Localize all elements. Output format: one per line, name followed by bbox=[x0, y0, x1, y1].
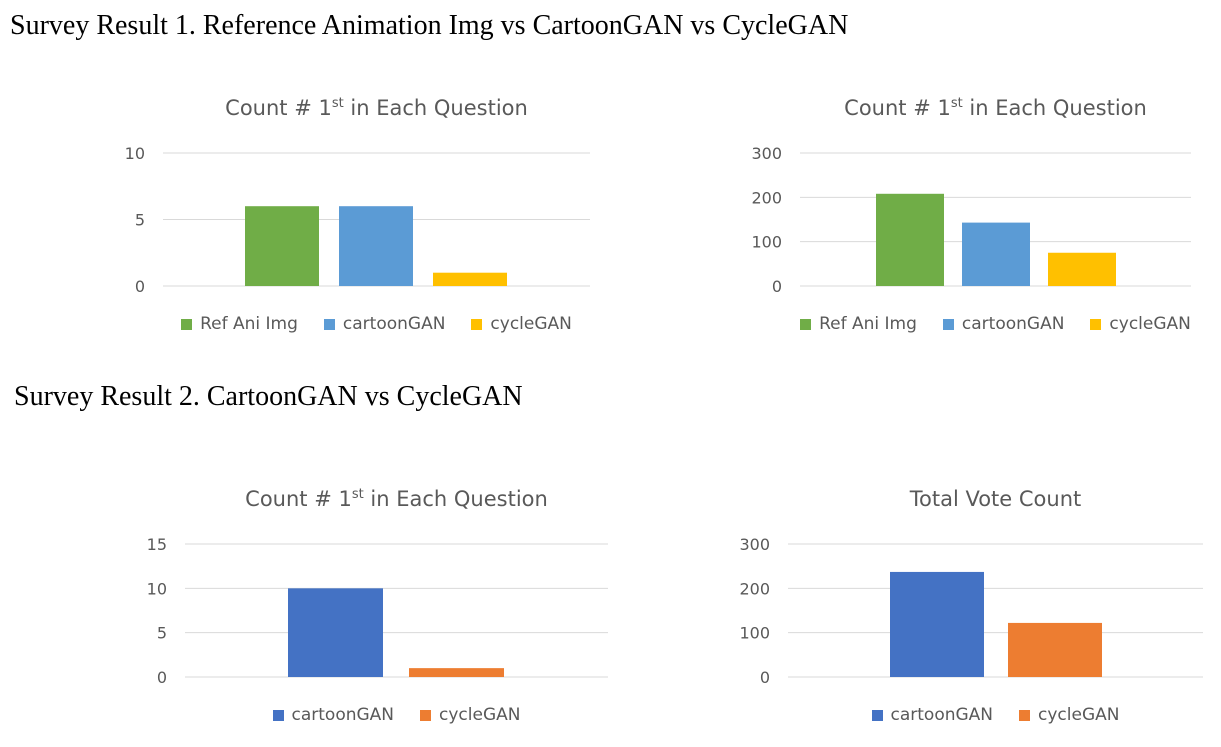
chart-title-rest: in Each Question bbox=[343, 96, 528, 120]
chart-plot: 0 5 10 bbox=[125, 144, 590, 296]
bar-cyclegan bbox=[1048, 252, 1116, 286]
y-tick-label: 5 bbox=[157, 624, 167, 643]
chart-4-total-vote: Total Vote Count 0 100 200 300 cartoonGAN cycl… bbox=[715, 487, 1221, 747]
legend-item: cartoonGAN bbox=[871, 705, 994, 725]
chart-title-main: Count # 1 bbox=[225, 96, 332, 120]
y-tick-label: 0 bbox=[135, 277, 145, 296]
legend-swatch bbox=[871, 709, 883, 721]
bar-cartoongan bbox=[339, 206, 413, 286]
chart-title-sup: st bbox=[331, 96, 344, 111]
y-tick-label: 200 bbox=[739, 579, 770, 598]
chart-1-count-first: Count # 1st in Each Question 0 5 10 Ref Ani … bbox=[105, 96, 665, 356]
chart-title-main: Total Vote Count bbox=[909, 487, 1082, 511]
bar-cyclegan bbox=[409, 668, 504, 677]
legend-label: cycleGAN bbox=[1038, 705, 1120, 725]
chart-legend: cartoonGAN cycleGAN bbox=[788, 705, 1203, 725]
bar-cyclegan bbox=[433, 272, 507, 286]
legend-item: cartoonGAN bbox=[272, 705, 395, 725]
chart-title: Count # 1st in Each Question bbox=[163, 96, 590, 120]
legend-swatch bbox=[471, 318, 483, 330]
y-tick-label: 10 bbox=[147, 579, 167, 598]
chart-title: Total Vote Count bbox=[788, 487, 1203, 511]
legend-swatch bbox=[420, 709, 432, 721]
legend-swatch bbox=[942, 318, 954, 330]
y-tick-label: 0 bbox=[157, 668, 167, 687]
chart-legend: Ref Ani Img cartoonGAN cycleGAN bbox=[800, 314, 1191, 334]
y-tick-label: 5 bbox=[135, 211, 145, 230]
chart-3-count-first: Count # 1st in Each Question 0 5 10 15 cartoo… bbox=[120, 487, 680, 747]
legend-label: Ref Ani Img bbox=[200, 314, 298, 334]
legend-item: cycleGAN bbox=[1090, 314, 1191, 334]
legend-swatch bbox=[1090, 318, 1102, 330]
chart-title-rest: in Each Question bbox=[363, 487, 548, 511]
chart-title: Count # 1st in Each Question bbox=[800, 96, 1191, 120]
chart-legend: cartoonGAN cycleGAN bbox=[185, 705, 608, 725]
legend-item: cycleGAN bbox=[471, 314, 572, 334]
legend-label: cartoonGAN bbox=[291, 705, 395, 725]
legend-swatch bbox=[800, 318, 812, 330]
legend-label: cycleGAN bbox=[439, 705, 521, 725]
chart-plot: 0 100 200 300 bbox=[751, 144, 1191, 296]
y-tick-label: 10 bbox=[125, 144, 145, 163]
legend-label: cartoonGAN bbox=[890, 705, 994, 725]
chart-plot: 0 100 200 300 bbox=[739, 535, 1203, 687]
legend-item: cycleGAN bbox=[420, 705, 520, 725]
bar-ref-ani-img bbox=[876, 193, 944, 286]
legend-label: cycleGAN bbox=[490, 314, 572, 334]
chart-title-sup: st bbox=[950, 96, 963, 111]
legend-label: cycleGAN bbox=[1109, 314, 1191, 334]
bar-cartoongan bbox=[962, 222, 1030, 286]
legend-item: cartoonGAN bbox=[942, 314, 1065, 334]
y-tick-label: 100 bbox=[739, 624, 770, 643]
bar-ref-ani-img bbox=[245, 206, 319, 286]
chart-title-rest: in Each Question bbox=[962, 96, 1147, 120]
chart-title-sup: st bbox=[351, 487, 364, 502]
legend-swatch bbox=[181, 318, 193, 330]
legend-item: cycleGAN bbox=[1019, 705, 1119, 725]
legend-item: cartoonGAN bbox=[323, 314, 446, 334]
chart-title: Count # 1st in Each Question bbox=[185, 487, 608, 511]
chart-title-main: Count # 1 bbox=[245, 487, 352, 511]
legend-item: Ref Ani Img bbox=[800, 314, 917, 334]
y-tick-label: 300 bbox=[739, 535, 770, 554]
legend-item: Ref Ani Img bbox=[181, 314, 298, 334]
bar-cartoongan bbox=[288, 588, 383, 677]
chart-2-count-first: Count # 1st in Each Question 0 100 200 300 Re… bbox=[720, 96, 1220, 356]
y-tick-label: 15 bbox=[147, 535, 167, 554]
section-title-1: Survey Result 1. Reference Animation Img… bbox=[10, 10, 849, 41]
y-tick-label: 0 bbox=[760, 668, 770, 687]
legend-label: cartoonGAN bbox=[961, 314, 1065, 334]
y-tick-label: 200 bbox=[751, 188, 782, 207]
y-tick-label: 0 bbox=[772, 277, 782, 296]
chart-legend: Ref Ani Img cartoonGAN cycleGAN bbox=[163, 314, 590, 334]
legend-swatch bbox=[272, 709, 284, 721]
chart-title-main: Count # 1 bbox=[844, 96, 951, 120]
y-tick-label: 300 bbox=[751, 144, 782, 163]
chart-plot: 0 5 10 15 bbox=[147, 535, 608, 687]
legend-swatch bbox=[1019, 709, 1031, 721]
legend-label: cartoonGAN bbox=[342, 314, 446, 334]
bar-cyclegan bbox=[1008, 622, 1102, 677]
y-tick-label: 100 bbox=[751, 233, 782, 252]
legend-swatch bbox=[323, 318, 335, 330]
legend-label: Ref Ani Img bbox=[819, 314, 917, 334]
section-title-2: Survey Result 2. CartoonGAN vs CycleGAN bbox=[14, 381, 523, 412]
bar-cartoongan bbox=[890, 571, 984, 677]
